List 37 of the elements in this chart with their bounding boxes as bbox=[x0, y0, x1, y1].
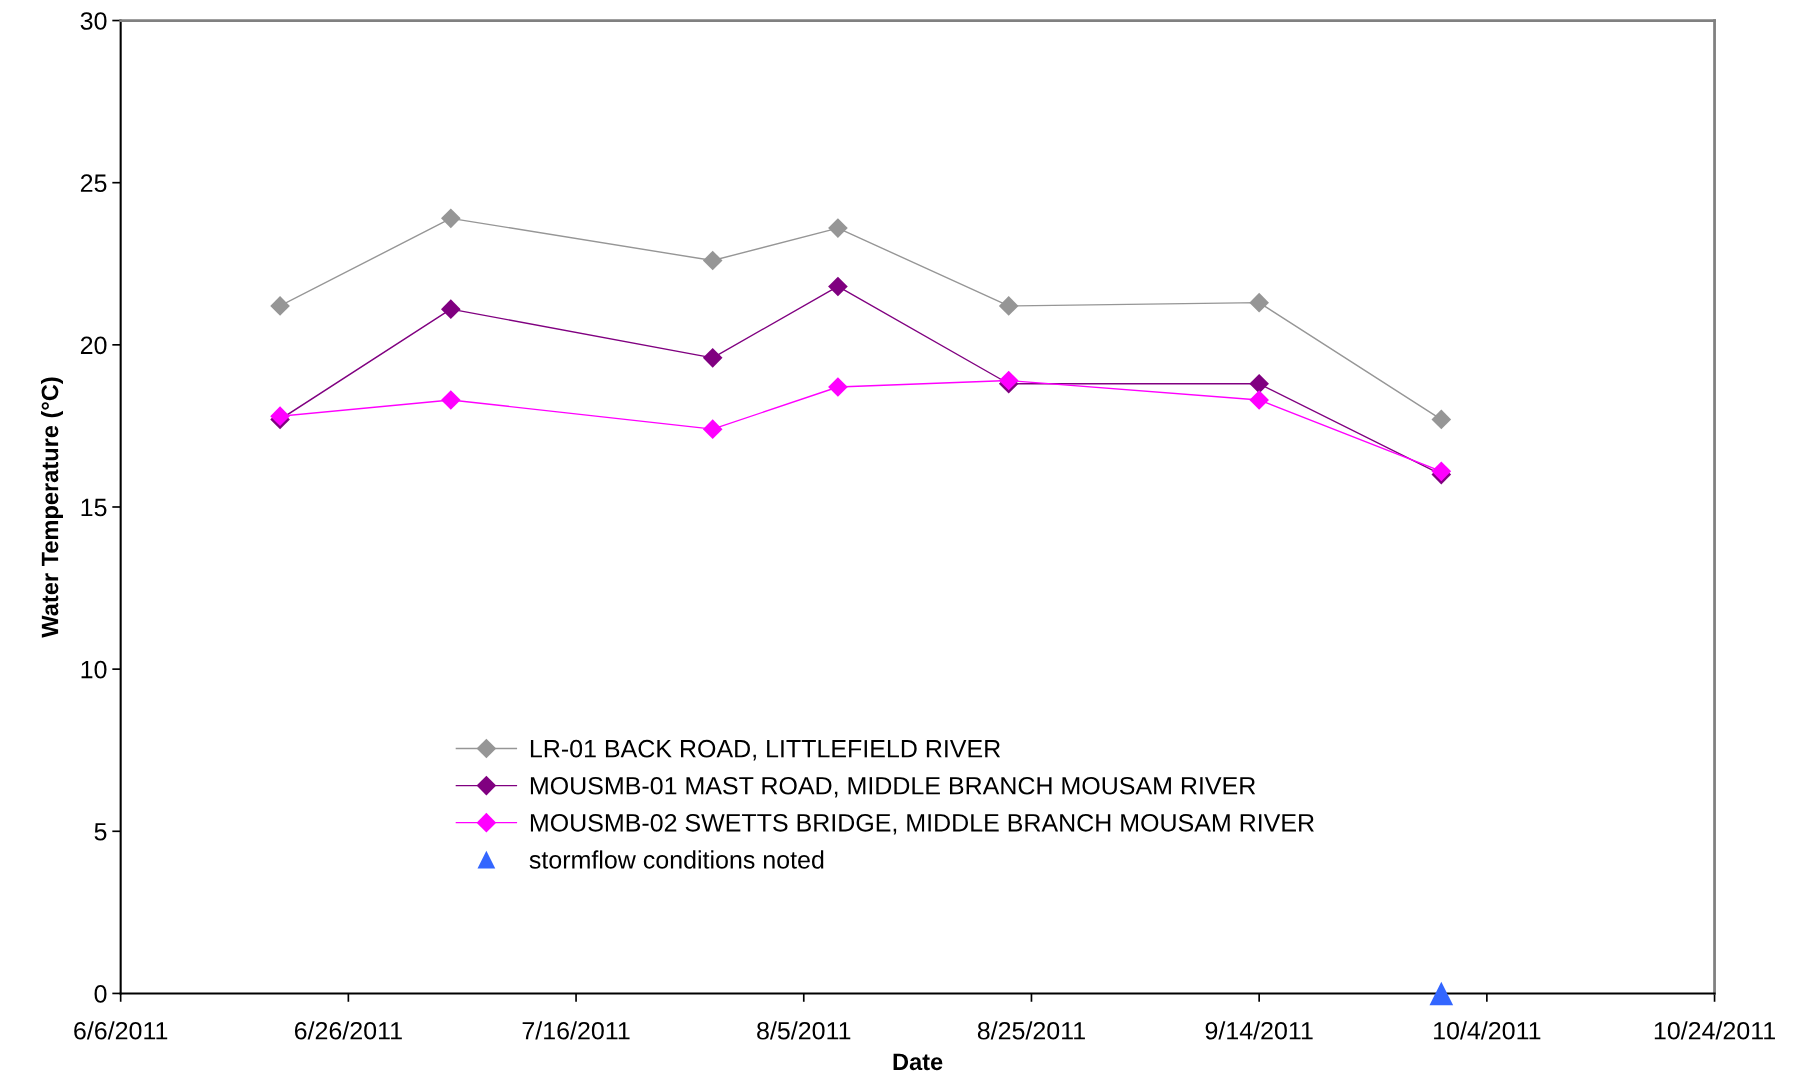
point bbox=[1249, 292, 1269, 313]
point bbox=[702, 250, 723, 271]
point bbox=[702, 419, 723, 439]
y-tick-label: 25 bbox=[80, 174, 107, 192]
x-axis-title: Date bbox=[893, 1053, 943, 1071]
x-tick-label: 10/4/2011 bbox=[1434, 1021, 1541, 1040]
point bbox=[441, 299, 461, 319]
y-tick-label: 30 bbox=[80, 12, 107, 30]
x-tick-label: 8/25/2011 bbox=[977, 1021, 1085, 1040]
point bbox=[270, 296, 290, 316]
y-tick-label: 5 bbox=[94, 823, 107, 841]
point bbox=[1249, 390, 1269, 410]
point bbox=[828, 218, 848, 238]
point bbox=[702, 347, 723, 368]
point bbox=[441, 208, 461, 229]
x-tick-label: 6/6/2011 bbox=[74, 1021, 168, 1040]
x-tick-label: 7/16/2011 bbox=[522, 1021, 630, 1040]
y-tick-label: 15 bbox=[81, 498, 107, 517]
point bbox=[828, 276, 848, 297]
point bbox=[1431, 409, 1452, 430]
point bbox=[828, 377, 848, 397]
legend-label: MOUSMB-01 MAST ROAD, MIDDLE BRANCH MOUSAM RIVER bbox=[530, 776, 1256, 798]
point bbox=[1429, 981, 1454, 1006]
y-tick-label: 10 bbox=[81, 660, 107, 679]
point bbox=[998, 296, 1019, 316]
point bbox=[1249, 373, 1269, 394]
x-tick-label: 10/24/2011 bbox=[1654, 1021, 1775, 1040]
x-tick-label: 6/26/2011 bbox=[294, 1021, 402, 1040]
point bbox=[441, 390, 461, 410]
legend-label: stormflow conditions noted bbox=[529, 850, 824, 869]
y-tick-label: 20 bbox=[80, 336, 107, 355]
y-tick-label: 0 bbox=[94, 985, 107, 1003]
x-tick-label: 8/5/2011 bbox=[757, 1021, 851, 1040]
legend-label: MOUSMB-02 SWETTS BRIDGE, MIDDLE BRANCH MOUSAM RIVER bbox=[530, 813, 1314, 835]
y-axis-title: Water Temperature (°C) bbox=[40, 377, 63, 638]
legend-label: LR-01 BACK ROAD, LITTLEFIELD RIVER bbox=[530, 739, 1001, 761]
x-tick-label: 9/14/2011 bbox=[1205, 1021, 1313, 1040]
